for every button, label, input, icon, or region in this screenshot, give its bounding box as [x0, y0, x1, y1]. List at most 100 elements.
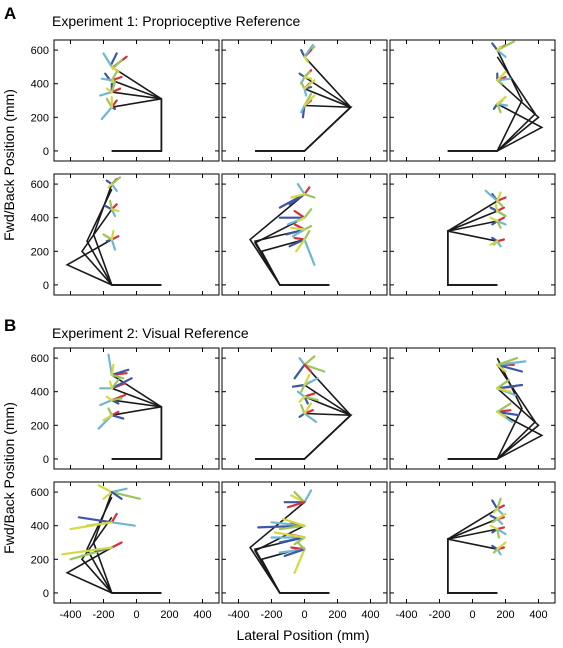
judgement-segment — [99, 399, 113, 407]
judgement-segment — [110, 397, 123, 402]
y-tick-label: 600 — [31, 353, 49, 365]
judgement-segment — [303, 94, 316, 107]
arm-posture — [92, 183, 162, 286]
judgement-segment — [290, 193, 306, 199]
judgement-segment — [288, 238, 306, 248]
judgement-segment — [303, 402, 313, 415]
judgement-segment — [303, 412, 318, 423]
judgement-segment — [296, 390, 306, 398]
judgement-segment — [278, 536, 306, 544]
judgement-segment — [293, 548, 306, 574]
x-tick-label: 0 — [469, 609, 475, 621]
plot-frame — [221, 347, 388, 470]
judgement-segment — [293, 363, 306, 380]
judgement-segment — [111, 59, 123, 70]
judgement-segment — [107, 407, 113, 417]
plot-frame — [53, 173, 220, 296]
y-tick-label: 600 — [31, 179, 49, 191]
judgement-segment — [303, 75, 313, 80]
subplot-exp1-3 — [389, 39, 556, 162]
judgement-segment — [300, 104, 306, 114]
judgement-segment — [303, 186, 311, 196]
plot-frame — [389, 481, 556, 604]
subplot-exp1-5 — [221, 173, 388, 296]
judgement-segment — [286, 501, 306, 509]
judgement-segment — [102, 491, 113, 500]
judgement-segment — [496, 517, 504, 526]
judgement-segment — [110, 363, 115, 376]
judgement-segment — [110, 414, 125, 420]
judgement-segment — [300, 80, 306, 90]
judgement-segment — [496, 410, 507, 418]
arm-posture — [447, 364, 537, 460]
arm-posture — [255, 412, 353, 460]
judgement-segment — [496, 95, 507, 106]
subplot-exp1-1: 0 200 400 600 — [31, 39, 220, 162]
judgement-segment — [303, 355, 316, 366]
judgement-segment — [102, 233, 113, 241]
judgement-segment — [303, 230, 311, 241]
judgement-segment — [496, 541, 507, 551]
x-tick-label: 0 — [133, 609, 139, 621]
judgement-segment — [110, 208, 120, 213]
judgement-segment — [110, 87, 122, 94]
y-tick-label: 0 — [43, 280, 49, 292]
judgement-segment — [110, 70, 118, 82]
judgement-segment — [69, 521, 113, 531]
subplots: 0 200 400 600 0 200 400 600 0 200 400 600 0 200 400 600… — [31, 39, 556, 621]
x-tick-label: 200 — [496, 609, 514, 621]
x-tick-label: -200 — [260, 609, 282, 621]
y-axis-label-bottom: Fwd/Back Position (mm) — [1, 402, 17, 554]
judgement-segment — [110, 238, 117, 251]
judgement-segment — [496, 383, 524, 390]
plot-frame — [221, 173, 388, 296]
section-a-label: A — [4, 4, 16, 23]
judgement-segment — [303, 363, 326, 373]
subplot-exp1-2 — [221, 39, 388, 162]
judgement-segment — [77, 516, 113, 524]
judgement-segment — [296, 541, 306, 551]
judgement-segment — [303, 489, 313, 504]
y-tick-label: 400 — [31, 521, 49, 533]
judgement-segment — [109, 52, 118, 67]
judgement-segment — [303, 79, 316, 90]
judgement-segment — [496, 77, 512, 82]
judgement-segment — [496, 191, 502, 202]
judgement-segment — [110, 176, 122, 186]
arm-posture — [446, 538, 498, 594]
judgement-segment — [298, 395, 306, 403]
judgement-segment — [293, 209, 306, 219]
subplot-exp2-1: 0 200 400 600 — [31, 347, 220, 470]
judgement-segment — [496, 527, 500, 539]
judgement-segment — [110, 378, 120, 390]
subplot-exp1-6 — [389, 173, 556, 296]
y-tick-label: 400 — [31, 79, 49, 91]
judgement-segment — [496, 209, 507, 218]
arm-posture — [446, 230, 498, 286]
plot-frame — [53, 481, 220, 604]
judgement-segment — [110, 230, 115, 241]
arm-posture — [92, 491, 162, 594]
judgement-segment — [110, 368, 130, 376]
y-tick-label: 200 — [31, 246, 49, 258]
judgement-segment — [108, 380, 113, 390]
x-tick-label: -400 — [395, 609, 417, 621]
judgement-segment — [496, 402, 512, 413]
y-tick-label: 0 — [43, 588, 49, 600]
judgement-segment — [99, 90, 113, 97]
judgement-segment — [496, 512, 507, 521]
plot-frame — [221, 39, 388, 162]
y-tick-label: 200 — [31, 420, 49, 432]
y-axis-label-top: Fwd/Back Position (mm) — [1, 89, 17, 241]
judgement-segment — [105, 395, 113, 402]
judgement-segment — [303, 225, 313, 231]
judgement-segment — [496, 527, 507, 536]
judgement-segment — [303, 373, 311, 387]
judgement-segment — [496, 507, 504, 516]
judgement-segment — [102, 52, 113, 69]
judgement-segment — [303, 193, 316, 199]
judgement-segment — [61, 546, 113, 556]
judgement-segment — [492, 507, 499, 514]
judgement-segment — [110, 377, 133, 390]
subplot-exp1-4: 0 200 400 600 — [31, 173, 220, 296]
